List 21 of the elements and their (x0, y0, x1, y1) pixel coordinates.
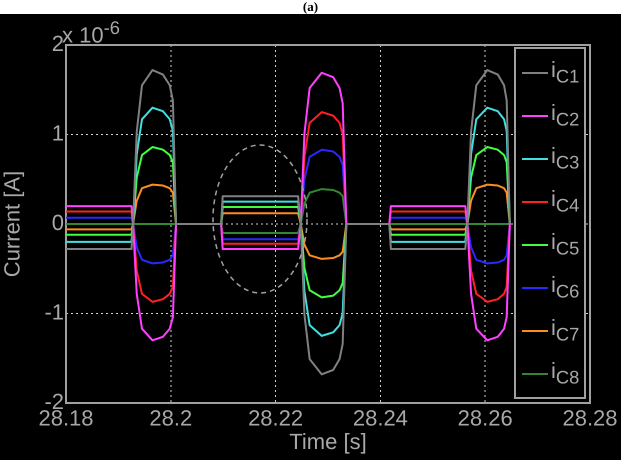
x-tick-label: 28.24 (352, 405, 408, 430)
legend-label: i$_{C8}$ (551, 358, 580, 389)
x-tick-label: 28.28 (562, 405, 618, 430)
y-axis-title: Current [A] (0, 170, 24, 278)
x-axis-title: Time [s] (289, 428, 367, 454)
annotation: x 10$^{-6}$ (62, 16, 120, 48)
legend-label: i$_{C2}$ (551, 100, 580, 131)
y-tick-label: 1 (52, 120, 64, 146)
y-tick-label: 0 (52, 210, 64, 236)
legend-label: i$_{C7}$ (551, 315, 580, 346)
legend-label: i$_{C5}$ (551, 229, 580, 260)
y-tick-label: 2 (52, 31, 64, 56)
legend-label: i$_{C1}$ (551, 57, 580, 88)
y-tick-label: -1 (44, 300, 64, 325)
x-tick-label: 28.26 (458, 405, 513, 430)
legend-label: i$_{C4}$ (551, 186, 580, 217)
legend-label: i$_{C6}$ (551, 272, 580, 303)
chart-title: (a) (302, 0, 320, 14)
x-tick-label: 28.22 (248, 405, 304, 430)
legend-label: i$_{C3}$ (551, 143, 580, 174)
x-tick-label: 28.2 (149, 405, 192, 430)
